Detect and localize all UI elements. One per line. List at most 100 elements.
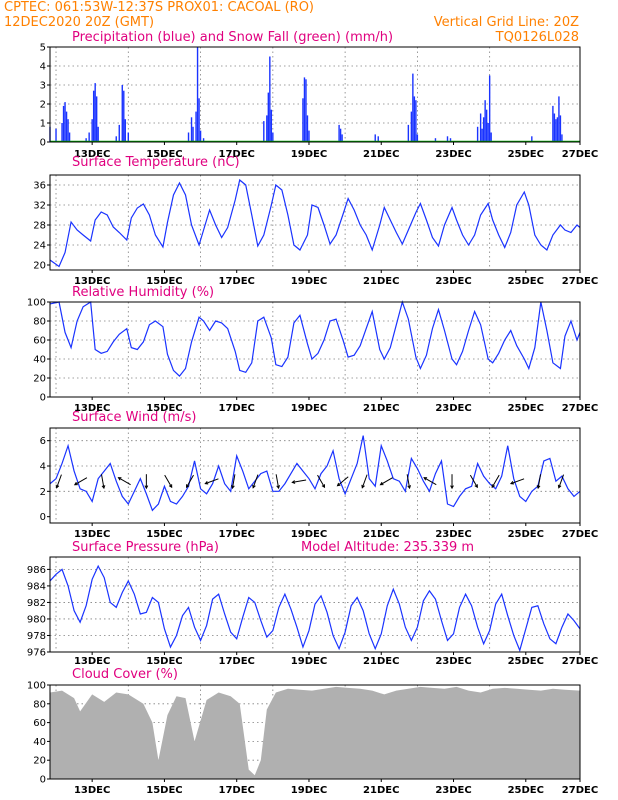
- precipitation-frame: [49, 46, 581, 143]
- wind-arrow-1: [74, 477, 88, 486]
- humidity-ytick-2: 40: [33, 355, 46, 366]
- pressure-ytick-1: 978: [27, 631, 46, 642]
- cloud-cover-xtick-0: 13DEC: [74, 785, 110, 796]
- panel-precipitation: Precipitation (blue) and Snow Fall (gree…: [40, 30, 599, 160]
- wind-arrow-9: [252, 474, 259, 488]
- cloud-cover-xtick-2: 17DEC: [219, 785, 255, 796]
- precip-bar-57: [482, 117, 485, 142]
- precip-bar-22: [190, 117, 193, 142]
- wind-arrowhead-14: [361, 484, 365, 489]
- precip-bar-1: [55, 128, 57, 142]
- humidity-line: [49, 299, 581, 377]
- precip-bar-34: [272, 132, 274, 142]
- cloud-cover-xtick-7: 27DEC: [562, 785, 598, 796]
- precipitation-xtick-2: 17DEC: [219, 149, 255, 160]
- precip-bar-65: [553, 113, 556, 142]
- humidity-ytick-5: 100: [27, 298, 46, 309]
- precipitation-ytick-3: 3: [40, 81, 46, 92]
- temperature-ytick-0: 20: [33, 261, 46, 272]
- humidity-xtick-7: 27DEC: [562, 403, 598, 414]
- humidity-xtick-6: 25DEC: [508, 403, 544, 414]
- wind-arrowhead-11: [291, 480, 296, 484]
- wind-arrow-12: [317, 474, 325, 488]
- pressure-xtick-3: 19DEC: [291, 656, 327, 667]
- temperature-xtick-6: 25DEC: [508, 276, 544, 287]
- humidity-xtick-3: 19DEC: [291, 403, 327, 414]
- precip-bar-53: [449, 138, 452, 142]
- precip-bar-51: [434, 138, 437, 142]
- wind-arrowhead-13: [336, 482, 341, 487]
- cloud-cover-ytick-3: 60: [33, 718, 46, 729]
- precip-bar-37: [305, 79, 307, 142]
- precip-bar-33: [270, 109, 273, 142]
- precip-bar-67: [556, 117, 559, 142]
- precip-bar-41: [339, 128, 342, 142]
- precip-bar-69: [559, 115, 562, 142]
- wind-arrowhead-2: [101, 485, 106, 490]
- wind-arrow-0: [56, 474, 62, 488]
- humidity-ytick-3: 60: [33, 336, 46, 347]
- wind-arrowhead-18: [450, 485, 454, 490]
- wind-frame: [49, 427, 581, 524]
- title-cloud-cover: Cloud Cover (%): [72, 667, 178, 682]
- precip-bar-32: [269, 56, 271, 142]
- wind-arrow-17: [423, 477, 437, 486]
- title-humidity: Relative Humidity (%): [72, 285, 214, 300]
- wind-arrow-19: [469, 474, 478, 488]
- precip-bar-29: [263, 121, 265, 142]
- wind-arrow-10: [275, 474, 280, 489]
- wind-arrowhead-15: [379, 481, 384, 486]
- wind-arrow-7: [205, 478, 219, 485]
- temperature-xtick-4: 21DEC: [363, 276, 399, 287]
- precip-bar-30: [266, 115, 268, 142]
- precip-bar-42: [341, 134, 343, 142]
- pressure-frame: [49, 556, 581, 653]
- precip-bar-11: [92, 90, 95, 142]
- precipitation-xtick-4: 21DEC: [363, 149, 399, 160]
- wind-arrow-20: [491, 474, 500, 488]
- temperature-ytick-1: 24: [33, 241, 46, 252]
- precip-bar-63: [531, 136, 533, 142]
- precip-bar-18: [123, 90, 125, 142]
- wind-xtick-7: 27DEC: [562, 529, 598, 540]
- precip-bar-12: [94, 83, 96, 142]
- wind-arrowhead-10: [276, 485, 281, 490]
- wind-arrowhead-9: [252, 484, 256, 489]
- precipitation-ytick-4: 4: [40, 62, 46, 73]
- humidity-xtick-0: 13DEC: [74, 403, 110, 414]
- precip-bar-70: [561, 134, 563, 142]
- wind-xtick-3: 19DEC: [291, 529, 327, 540]
- precip-bar-19: [124, 119, 126, 142]
- humidity-xtick-2: 17DEC: [219, 403, 255, 414]
- precipitation-ytick-1: 1: [40, 119, 46, 130]
- precipitation-xtick-6: 25DEC: [508, 149, 544, 160]
- wind-arrowhead-22: [536, 485, 541, 490]
- wind-arrowhead-8: [231, 485, 235, 490]
- pressure-xtick-1: 15DEC: [146, 656, 182, 667]
- humidity-frame: [49, 301, 581, 398]
- precip-bar-23: [192, 126, 194, 142]
- wind-line: [49, 435, 581, 512]
- precipitation-xtick-3: 19DEC: [291, 149, 327, 160]
- temperature-xtick-1: 15DEC: [146, 276, 182, 287]
- precip-bar-61: [488, 75, 491, 142]
- precip-bar-55: [479, 113, 482, 142]
- wind-arrowhead-17: [423, 477, 428, 481]
- precip-bar-38: [306, 115, 309, 142]
- wind-arrowhead-0: [55, 484, 60, 489]
- precip-bar-54: [476, 126, 479, 142]
- wind-arrowhead-5: [168, 484, 173, 489]
- precip-bar-56: [481, 128, 483, 142]
- precip-bar-62: [490, 132, 492, 142]
- precip-bar-9: [88, 132, 90, 142]
- wind-arrow-13: [337, 476, 349, 487]
- temperature-xtick-2: 17DEC: [219, 276, 255, 287]
- wind-arrowhead-3: [117, 477, 122, 481]
- wind-arrow-16: [406, 474, 411, 489]
- precip-bar-48: [413, 96, 416, 142]
- cloud-cover-ytick-1: 20: [33, 756, 46, 767]
- pressure-ytick-3: 982: [27, 598, 46, 609]
- title-wind: Surface Wind (m/s): [72, 410, 196, 425]
- pressure-ytick-5: 986: [27, 565, 46, 576]
- precip-bar-28: [202, 138, 205, 142]
